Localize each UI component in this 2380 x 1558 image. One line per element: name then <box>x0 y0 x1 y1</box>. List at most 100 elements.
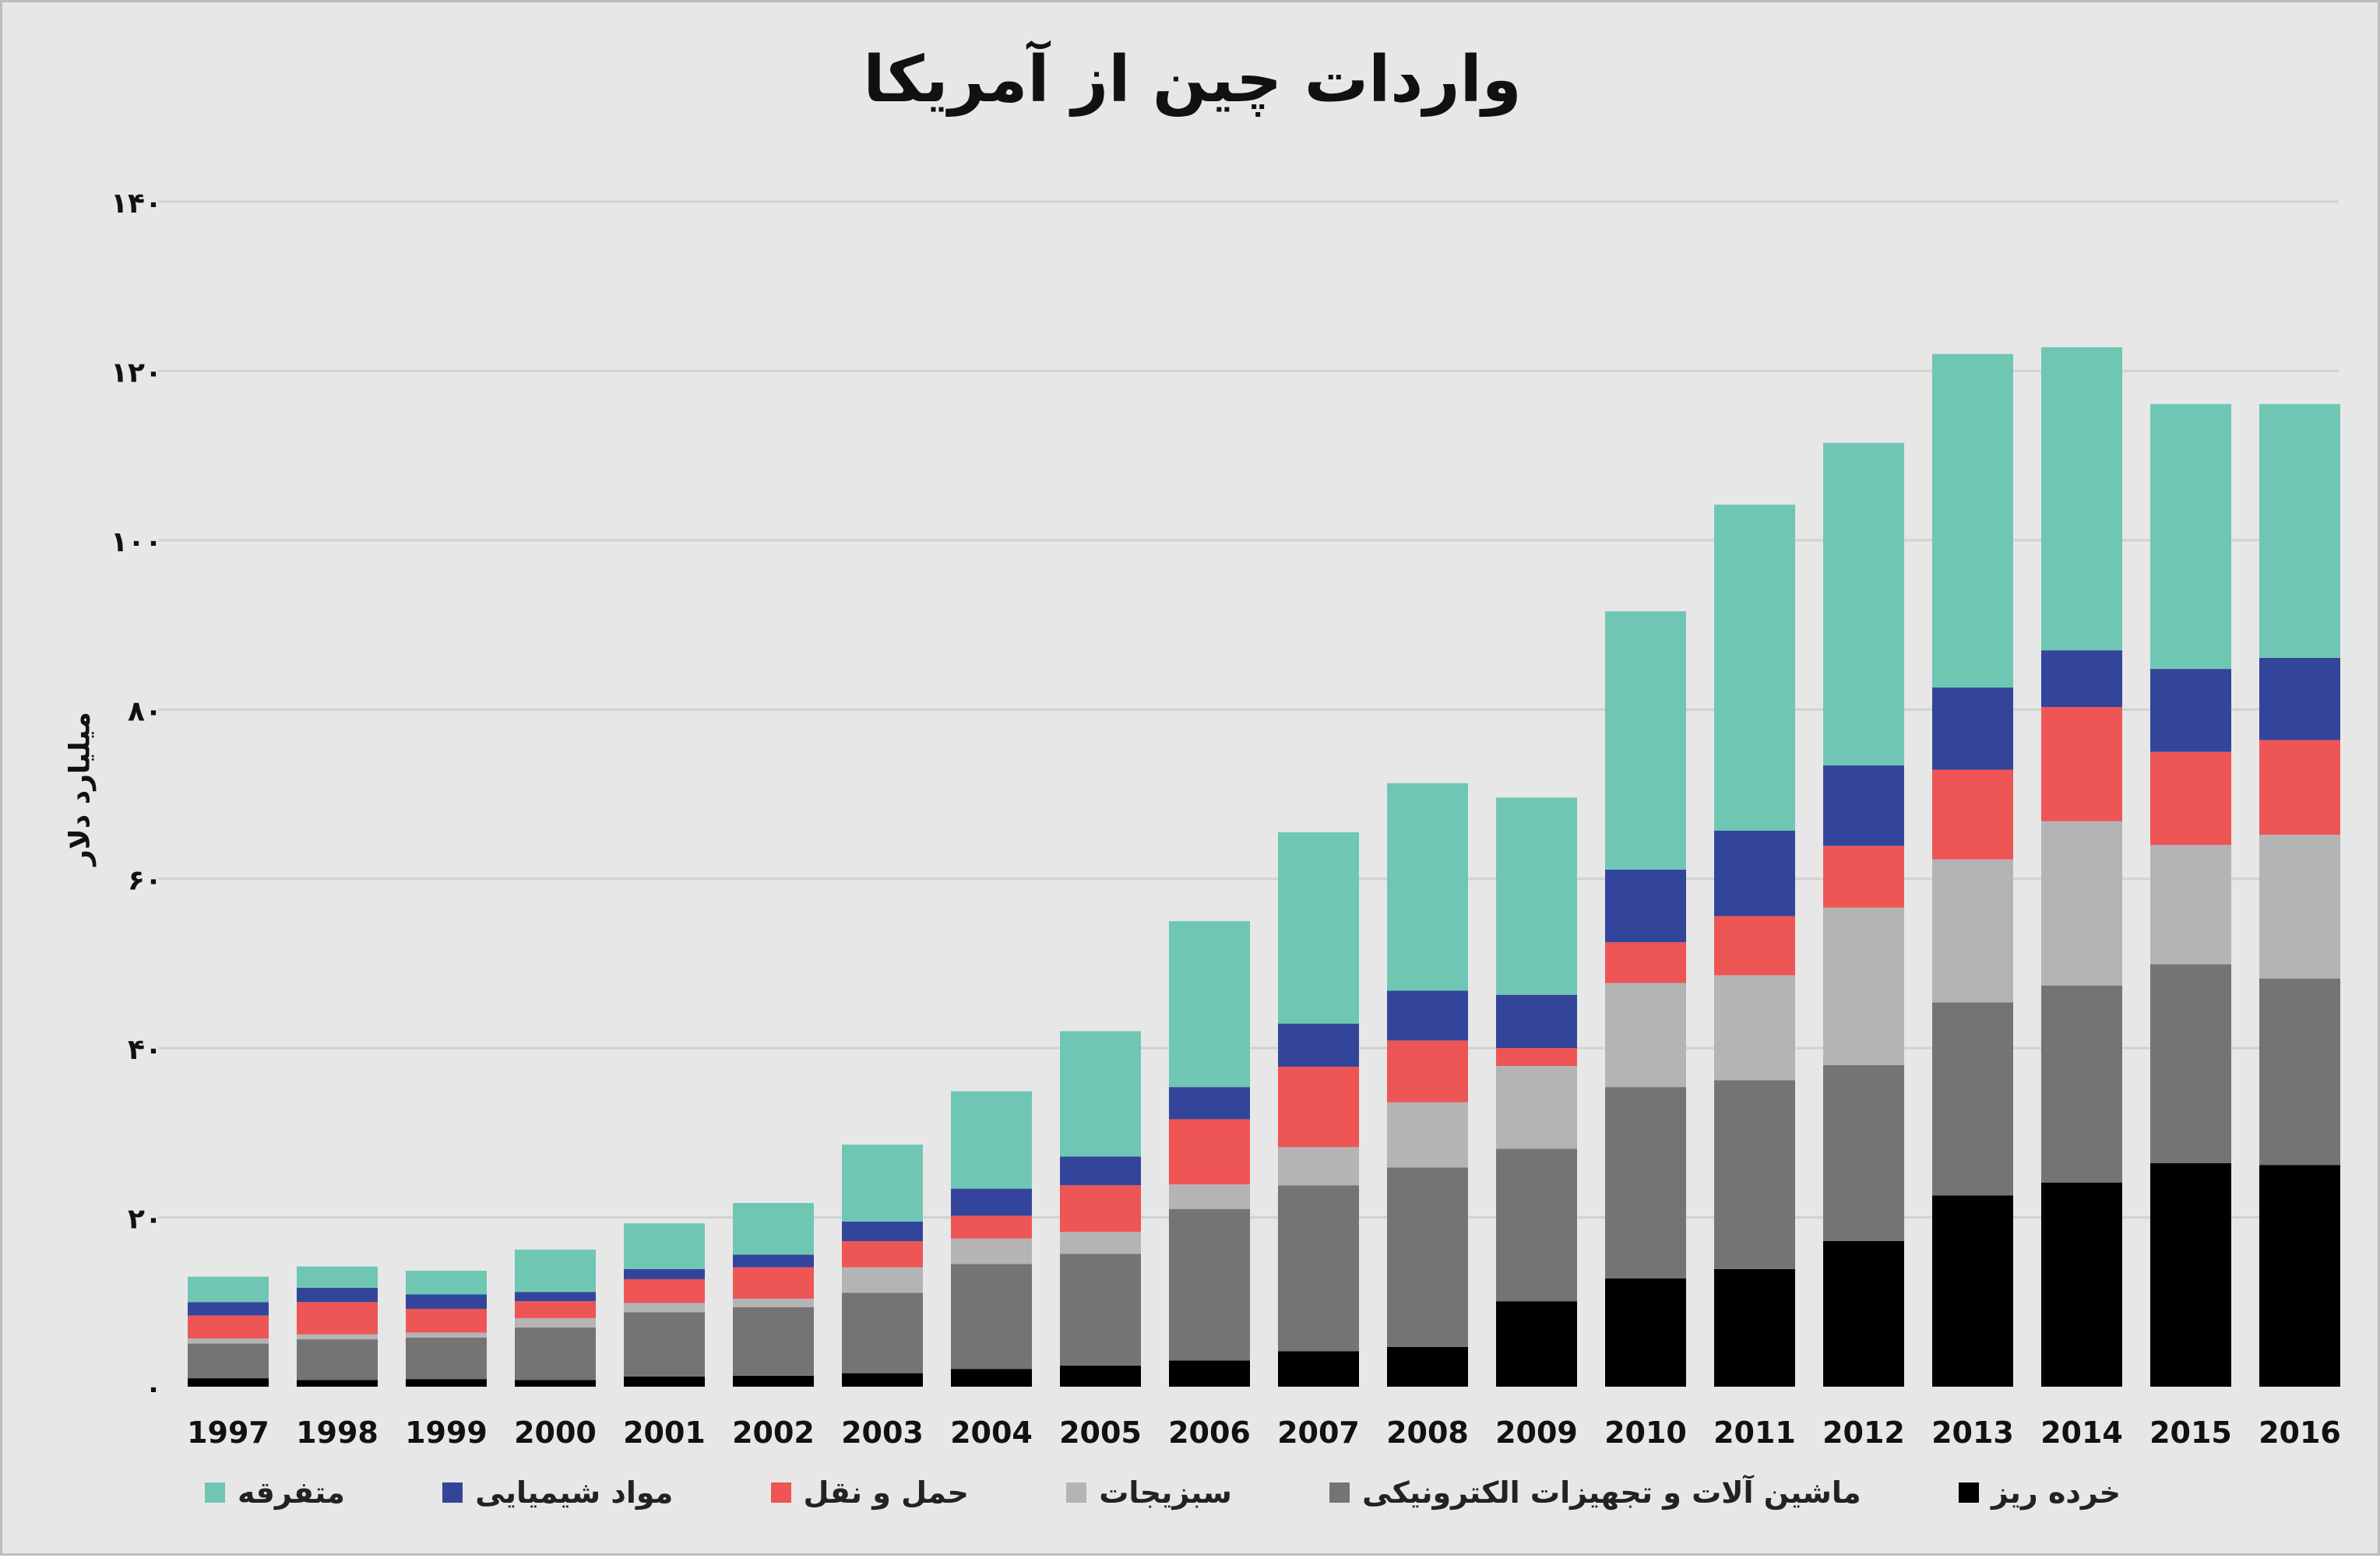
bar-segment <box>188 1378 269 1387</box>
x-tick-label: 2008 <box>1386 1416 1469 1450</box>
bar-segment <box>1605 869 1686 943</box>
y-tick-label: ۱۰۰ <box>111 526 162 558</box>
bar-segment <box>1278 1351 1359 1387</box>
bar-segment <box>1496 1148 1577 1302</box>
bar-segment <box>1714 1080 1795 1269</box>
bar-segment <box>1823 846 1904 908</box>
legend-swatch <box>1066 1482 1087 1503</box>
legend-item: خرده ریز <box>1958 1475 2121 1510</box>
bar-segment <box>1932 859 2013 1003</box>
bar-segment <box>1496 1301 1577 1387</box>
legend-label: مواد شیمیایی <box>475 1475 674 1510</box>
bar-segment <box>297 1266 378 1288</box>
x-tick-label: 2013 <box>1931 1416 2014 1450</box>
bar-segment <box>1278 1147 1359 1186</box>
bar-segment <box>733 1307 814 1376</box>
bar-segment <box>1714 975 1795 1081</box>
bar-segment <box>1278 832 1359 1024</box>
chart-title: واردات چین از آمریکا <box>863 43 1522 117</box>
bar-segment <box>188 1338 269 1344</box>
y-axis-label: میلیارد دلار <box>64 712 97 866</box>
legend-swatch <box>770 1482 791 1503</box>
legend-swatch <box>1958 1482 1979 1503</box>
x-tick-label: 2016 <box>2259 1416 2341 1450</box>
bar-segment <box>297 1287 378 1303</box>
bar-segment <box>951 1238 1032 1264</box>
bar-segment <box>1823 907 1904 1065</box>
bar-segment <box>1605 1278 1686 1387</box>
bar-segment <box>2041 1182 2122 1387</box>
bar-segment <box>842 1373 923 1387</box>
bar-segment <box>2259 835 2340 979</box>
bar-segment <box>1060 1031 1141 1157</box>
bar-segment <box>1496 994 1577 1049</box>
legend-label: حمل و نقل <box>803 1475 969 1510</box>
x-tick-label: 2009 <box>1495 1416 1578 1450</box>
bar-segment <box>1278 1067 1359 1148</box>
bar-segment <box>406 1332 487 1338</box>
legend-swatch <box>442 1482 463 1503</box>
bar-segment <box>1932 1002 2013 1196</box>
bar-segment <box>1169 1087 1250 1120</box>
bar-segment <box>1932 688 2013 770</box>
x-tick-label: 2004 <box>950 1416 1033 1450</box>
bar-segment <box>1823 442 1904 766</box>
x-tick-label: 1998 <box>296 1416 378 1450</box>
bar-segment <box>515 1292 596 1302</box>
y-tick-label: ۸۰ <box>128 695 162 727</box>
bar-segment <box>1060 1156 1141 1186</box>
bar-segment <box>1932 353 2013 688</box>
bar-segment <box>406 1308 487 1333</box>
legend-label: ماشین آلات و تجهیزات الکترونیکی <box>1362 1475 1861 1510</box>
x-tick-label: 2010 <box>1604 1416 1687 1450</box>
bar-segment <box>2041 707 2122 821</box>
bar-segment <box>951 1188 1032 1216</box>
y-tick-label: ۱۲۰ <box>111 357 162 389</box>
bar-segment <box>2041 985 2122 1183</box>
bar-segment <box>624 1376 705 1387</box>
x-tick-label: 2007 <box>1277 1416 1360 1450</box>
bar-segment <box>188 1315 269 1339</box>
bar-segment <box>1605 942 1686 983</box>
bar-segment <box>842 1145 923 1222</box>
bar-segment <box>406 1379 487 1387</box>
bar-segment <box>1387 1040 1468 1103</box>
bar-segment <box>1605 611 1686 870</box>
bar-segment <box>2259 1165 2340 1387</box>
bar-segment <box>624 1312 705 1377</box>
x-tick-label: 2002 <box>732 1416 815 1450</box>
bar-segment <box>2259 978 2340 1166</box>
bar-segment <box>515 1327 596 1380</box>
legend-item: متفرقه <box>205 1475 345 1510</box>
bar-segment <box>1169 1360 1250 1387</box>
bar-segment <box>406 1337 487 1380</box>
y-tick-label: ۲۰ <box>128 1204 162 1236</box>
bar-segment <box>515 1249 596 1292</box>
bar-segment <box>188 1276 269 1303</box>
bar-segment <box>951 1091 1032 1189</box>
bar-segment <box>1496 1048 1577 1066</box>
legend-label: خرده ریز <box>1991 1475 2121 1510</box>
bar-segment <box>1387 783 1468 991</box>
bar-segment <box>1387 990 1468 1041</box>
ticks-layer: ۰ ۲۰ ۴۰ ۶۰ ۸۰ ۱۰۰ ۱۲۰ ۱۴۰ 1997 1998 1999 2000 2001 20… <box>111 188 2341 1450</box>
bar-segment <box>297 1339 378 1380</box>
x-tick-label: 2015 <box>2149 1416 2232 1450</box>
bar-segment <box>624 1303 705 1313</box>
bar-segment <box>1823 1064 1904 1242</box>
bar-segment <box>2150 669 2231 752</box>
x-tick-label: 2014 <box>2040 1416 2123 1450</box>
bar-segment <box>2041 650 2122 708</box>
bar-segment <box>1169 1119 1250 1185</box>
bar-segment <box>2259 657 2340 740</box>
bar-segment <box>733 1375 814 1387</box>
bar-segment <box>842 1292 923 1373</box>
bar-segment <box>1605 983 1686 1088</box>
x-tick-label: 2012 <box>1822 1416 1905 1450</box>
bar-segment <box>2041 346 2122 651</box>
bar-segment <box>1714 916 1795 976</box>
bar-segment <box>842 1267 923 1293</box>
bar-segment <box>1496 797 1577 995</box>
legend-item: مواد شیمیایی <box>442 1475 673 1510</box>
